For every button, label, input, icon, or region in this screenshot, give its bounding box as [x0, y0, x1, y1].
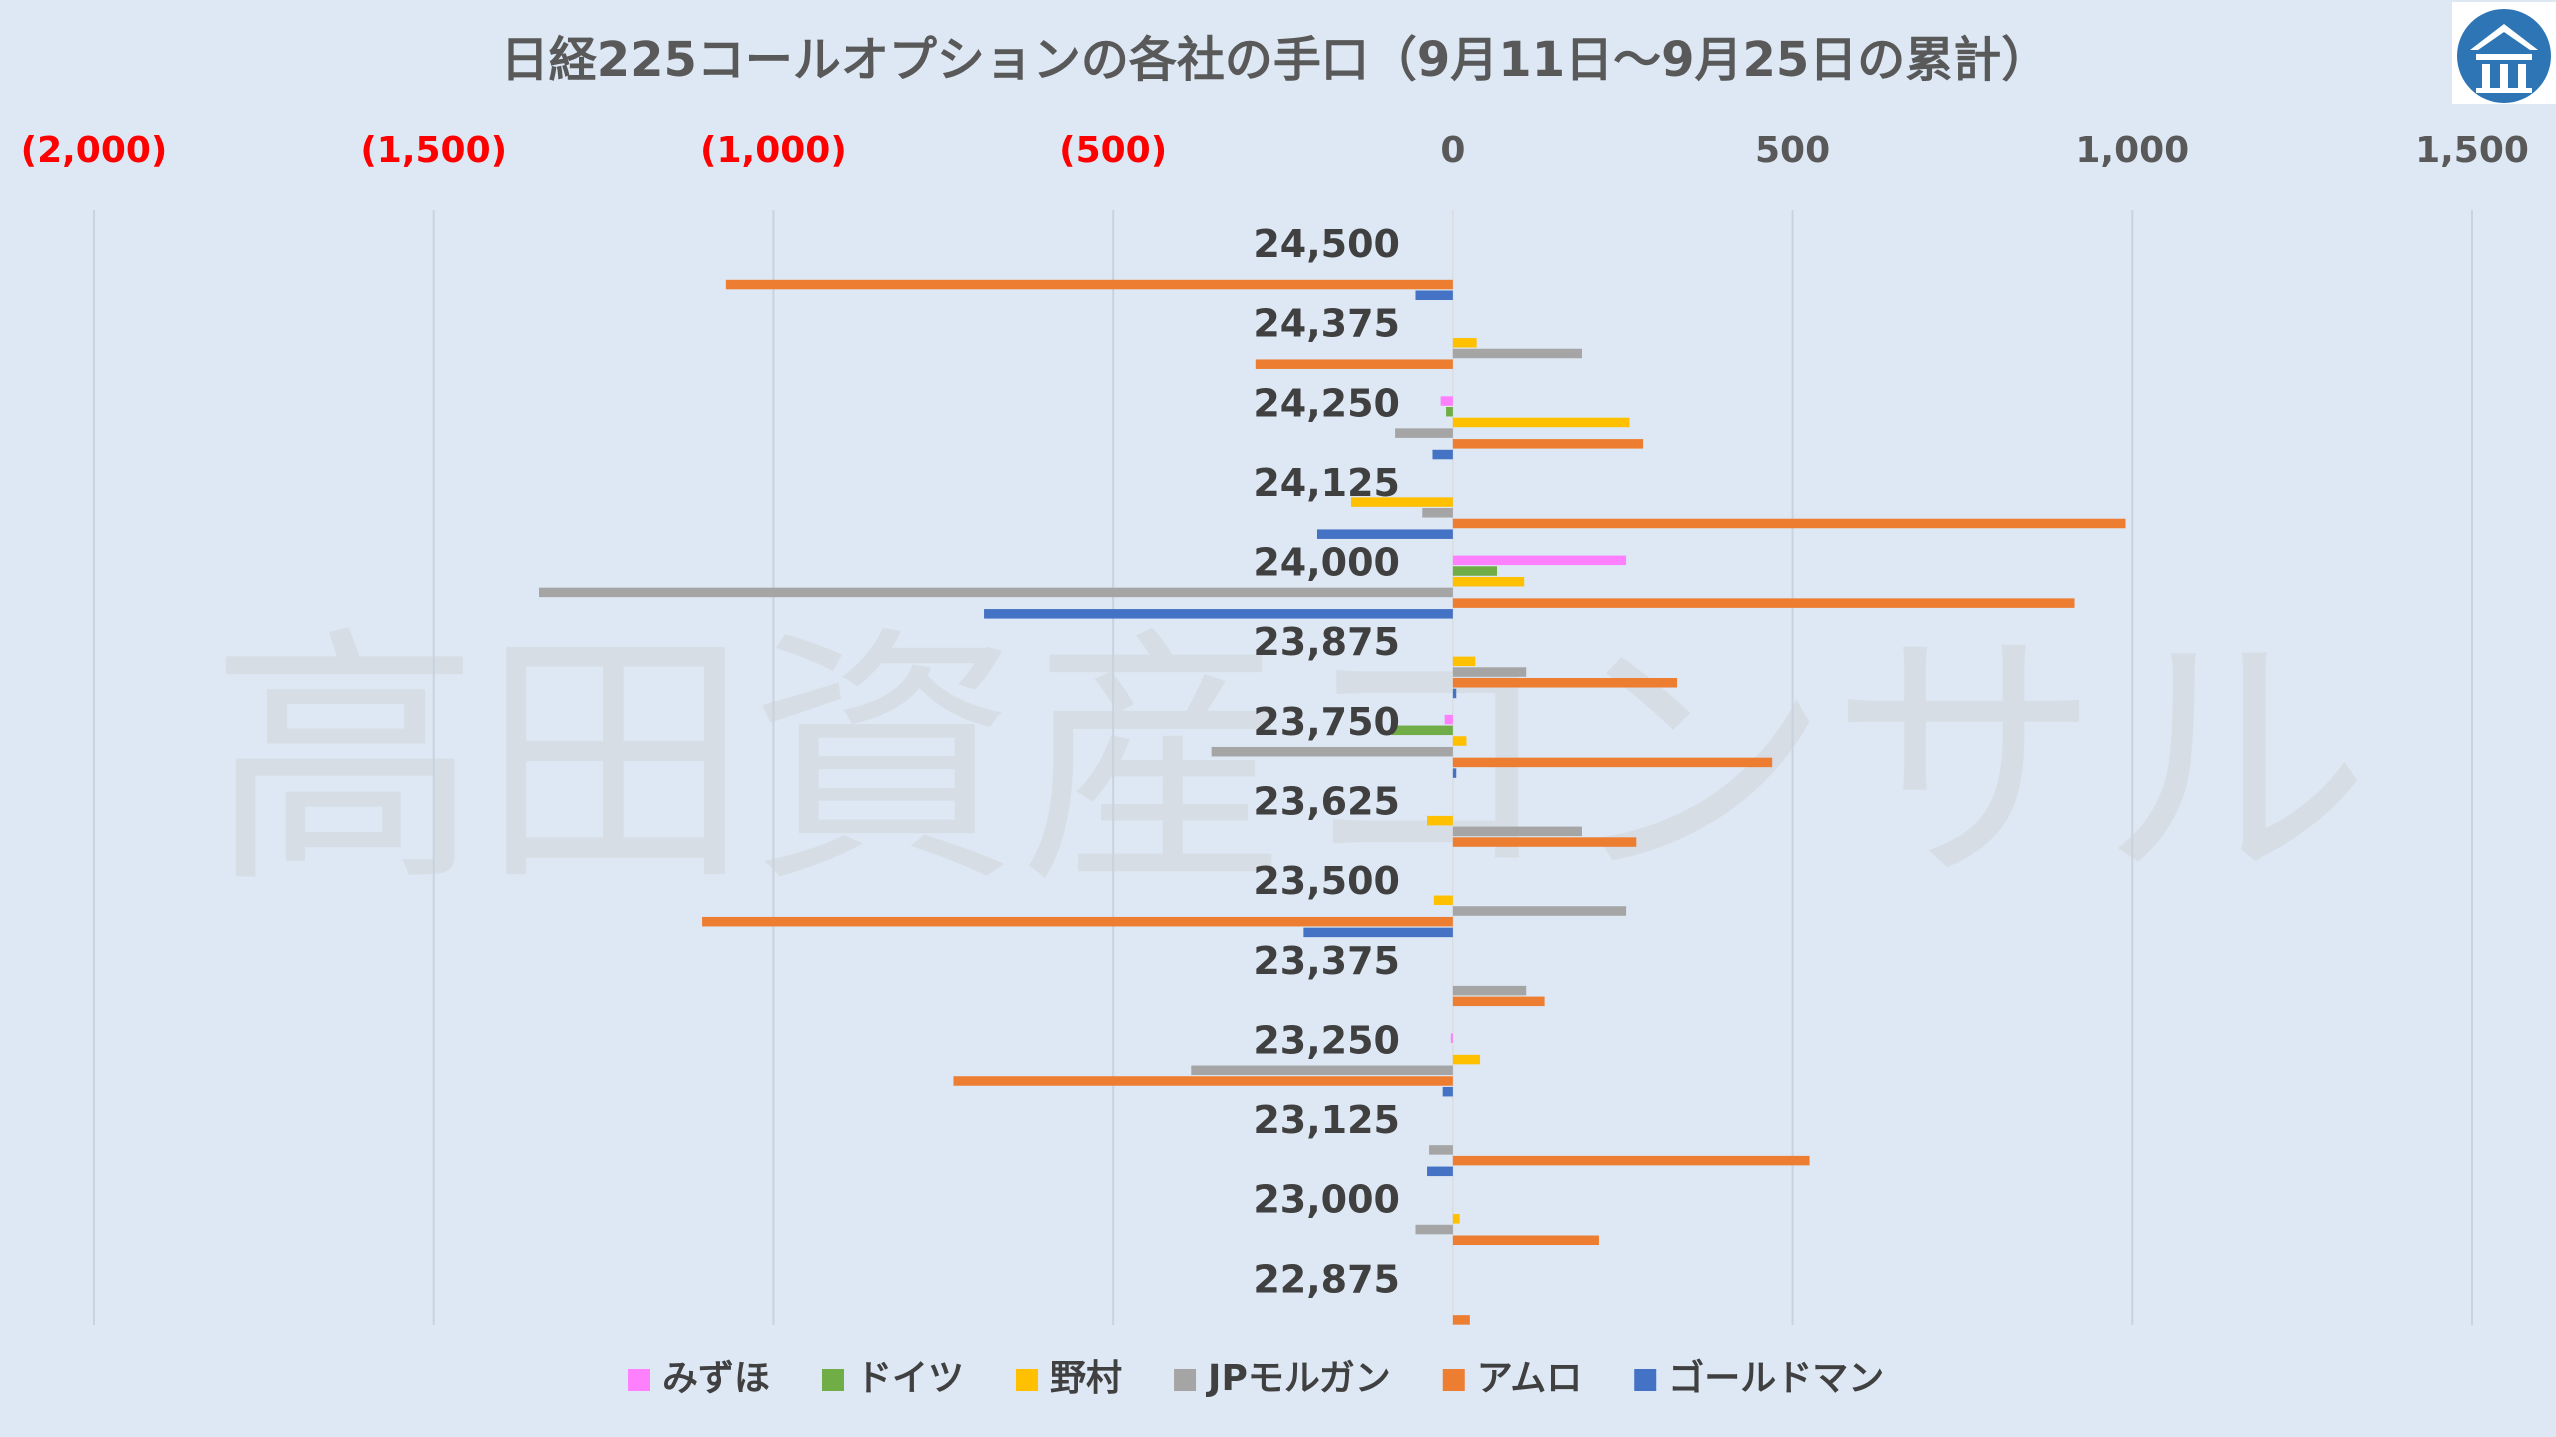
company-logo — [2452, 2, 2556, 104]
category-label: 22,875 — [1253, 1257, 1400, 1301]
legend-label: ドイツ — [856, 1358, 964, 1399]
legend-label: JPモルガン — [1205, 1358, 1391, 1399]
bars-layer — [539, 279, 2126, 1325]
bar — [1442, 1086, 1453, 1097]
bar — [1452, 768, 1457, 778]
bar — [1452, 757, 1773, 768]
legend-swatch — [1016, 1369, 1039, 1391]
category-label: 23,250 — [1253, 1018, 1400, 1062]
category-label: 24,375 — [1253, 302, 1400, 346]
category-labels: 24,500 24,375 24,250 24,125 24,000 23,875 23,7… — [1253, 222, 1400, 1301]
bar — [1429, 1145, 1453, 1155]
category-label: 23,000 — [1253, 1178, 1400, 1222]
category-label: 24,500 — [1253, 222, 1400, 266]
watermark-text: 高田資産コンサル — [210, 604, 2370, 919]
grid-layer — [93, 210, 2473, 1325]
bar — [1452, 736, 1467, 746]
legend-swatch — [1174, 1369, 1197, 1391]
bar — [953, 1076, 1453, 1086]
bar — [1452, 656, 1476, 667]
x-tick-label: (500) — [1059, 130, 1167, 171]
bar — [1452, 338, 1477, 348]
x-tick-label: 500 — [1755, 130, 1830, 171]
bar — [984, 609, 1453, 619]
category-label: 24,250 — [1253, 381, 1400, 425]
category-label: 23,375 — [1253, 939, 1400, 983]
legend-swatch — [628, 1369, 650, 1391]
legend-label: みずほ — [662, 1358, 770, 1399]
category-label: 23,750 — [1253, 700, 1400, 744]
bar — [1452, 837, 1637, 847]
legend: みずほ ドイツ 野村 JPモルガン アムロ ゴールドマン — [628, 1357, 1884, 1399]
bar — [1440, 396, 1453, 406]
legend-swatch — [822, 1369, 845, 1391]
bar — [539, 587, 1453, 598]
bar — [1415, 1224, 1453, 1235]
bar — [1452, 667, 1527, 677]
category-label: 24,125 — [1253, 461, 1400, 505]
chart-title: 日経225コールオプションの各社の手口（9月11日～9月25日の累計） — [501, 32, 2050, 88]
x-tick-label: 0 — [1440, 130, 1465, 171]
bar — [1452, 826, 1582, 837]
x-tick-label: (1,500) — [360, 130, 507, 171]
x-tick-label: (2,000) — [21, 130, 168, 171]
category-label: 23,875 — [1253, 620, 1400, 664]
legend-label: ゴールドマン — [1668, 1357, 1884, 1399]
bar — [1452, 439, 1644, 449]
bar — [1444, 714, 1453, 725]
bar — [1452, 1155, 1810, 1166]
bar — [1303, 927, 1453, 938]
bar — [1452, 566, 1498, 576]
bar — [702, 916, 1453, 927]
bar — [1415, 290, 1453, 300]
bar — [1446, 406, 1453, 417]
bar — [1395, 428, 1453, 438]
bar — [1452, 906, 1627, 916]
category-label: 24,000 — [1253, 541, 1400, 585]
bar — [1350, 497, 1453, 507]
bar — [1452, 1235, 1599, 1246]
bar — [1211, 746, 1453, 757]
bar — [1452, 996, 1545, 1007]
legend-label: 野村 — [1050, 1358, 1122, 1399]
bar — [1452, 985, 1527, 996]
x-axis-ticks: (2,000) (1,500) (1,000) (500) 0 500 1,000 1,500 — [21, 130, 2529, 171]
category-label: 23,125 — [1253, 1098, 1400, 1142]
bar — [1427, 1166, 1453, 1177]
legend-swatch — [1634, 1369, 1657, 1391]
bar — [725, 279, 1453, 290]
bar — [1452, 598, 2075, 608]
x-tick-label: 1,500 — [2415, 130, 2529, 171]
bar — [1452, 576, 1525, 587]
bar — [1452, 678, 1678, 688]
bar — [1452, 555, 1627, 566]
bar — [1432, 449, 1453, 460]
legend-swatch — [1442, 1369, 1465, 1391]
bar — [1255, 359, 1453, 369]
x-tick-label: (1,000) — [700, 130, 847, 171]
x-tick-label: 1,000 — [2075, 130, 2189, 171]
bar — [1452, 1054, 1481, 1065]
bar — [1450, 1033, 1453, 1043]
category-label: 23,500 — [1253, 859, 1400, 903]
bar — [1191, 1065, 1453, 1076]
bar — [1452, 688, 1457, 699]
bar — [1422, 508, 1453, 518]
bar — [1452, 1214, 1460, 1224]
bar — [1427, 815, 1453, 826]
bar — [1391, 725, 1453, 736]
bar — [1452, 417, 1630, 428]
bar — [1433, 895, 1453, 906]
bar — [1452, 518, 2126, 529]
legend-label: アムロ — [1477, 1358, 1582, 1399]
bar — [1452, 1315, 1470, 1325]
bar — [1452, 348, 1582, 359]
bar — [1316, 529, 1453, 539]
category-label: 23,625 — [1253, 780, 1400, 824]
